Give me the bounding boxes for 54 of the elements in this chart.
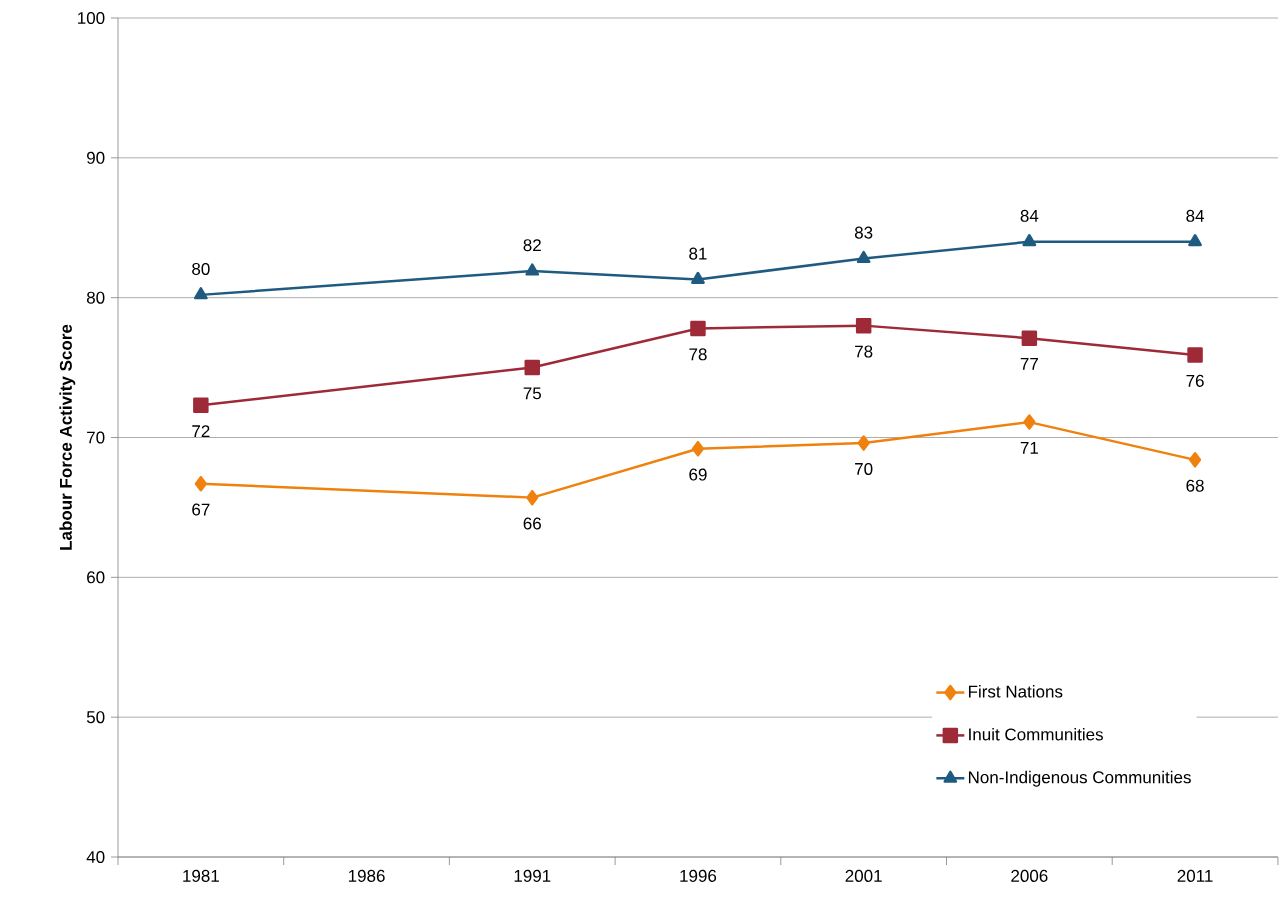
- point: [1021, 330, 1038, 346]
- data-label: 82: [523, 239, 541, 252]
- x-tick-label: 1981: [183, 869, 219, 882]
- y-tick-label: 90: [87, 151, 105, 164]
- data-label: 68: [1186, 479, 1204, 492]
- data-label: 80: [192, 262, 210, 276]
- data-label: 78: [855, 345, 873, 358]
- y-tick-label: 40: [86, 850, 105, 864]
- x-tick-label: 1996: [680, 869, 717, 882]
- point: [856, 250, 871, 264]
- legend-label: Non-Indigenous Communities: [968, 770, 1191, 787]
- data-label: 70: [855, 462, 873, 475]
- data-label: 84: [1020, 209, 1039, 222]
- data-label: 72: [192, 425, 210, 438]
- x-tick-label: 2006: [1011, 869, 1048, 882]
- data-label: 66: [523, 517, 541, 530]
- data-label: 83: [854, 226, 873, 239]
- x-tick-label: 2011: [1177, 869, 1213, 882]
- point: [1022, 233, 1037, 247]
- point: [194, 475, 207, 492]
- point: [1188, 233, 1202, 247]
- data-label: 78: [689, 348, 707, 361]
- x-tick-label: 1986: [348, 869, 385, 882]
- y-tick-label: 60: [87, 571, 105, 584]
- point: [691, 271, 705, 284]
- point: [1188, 452, 1202, 468]
- point: [690, 320, 706, 337]
- legend-label: First Nations: [968, 685, 1063, 698]
- data-label: 75: [523, 387, 541, 400]
- point: [526, 489, 539, 506]
- y-axis-title: Labour Force Activity Score: [59, 324, 76, 550]
- y-tick-label: 50: [86, 711, 105, 724]
- point: [855, 317, 872, 334]
- point: [857, 435, 870, 451]
- data-label: 84: [1186, 209, 1205, 222]
- y-tick-label: 80: [86, 291, 105, 304]
- data-label: 76: [1186, 374, 1204, 387]
- x-tick-label: 1991: [514, 869, 551, 882]
- data-label: 71: [1020, 441, 1038, 454]
- y-tick-label: 70: [87, 431, 105, 444]
- legend-label: Inuit Communities: [969, 727, 1103, 741]
- x-tick-label: 2001: [845, 869, 882, 882]
- point: [691, 440, 705, 457]
- data-label: 69: [689, 468, 707, 481]
- point: [525, 263, 540, 276]
- point: [193, 397, 209, 414]
- point: [193, 287, 208, 300]
- data-label: 77: [1020, 358, 1038, 370]
- data-label: 81: [689, 247, 707, 260]
- y-tick-label: 100: [78, 11, 105, 25]
- point: [524, 359, 540, 376]
- point: [1187, 347, 1203, 363]
- data-label: 67: [192, 503, 210, 516]
- point: [1023, 414, 1036, 430]
